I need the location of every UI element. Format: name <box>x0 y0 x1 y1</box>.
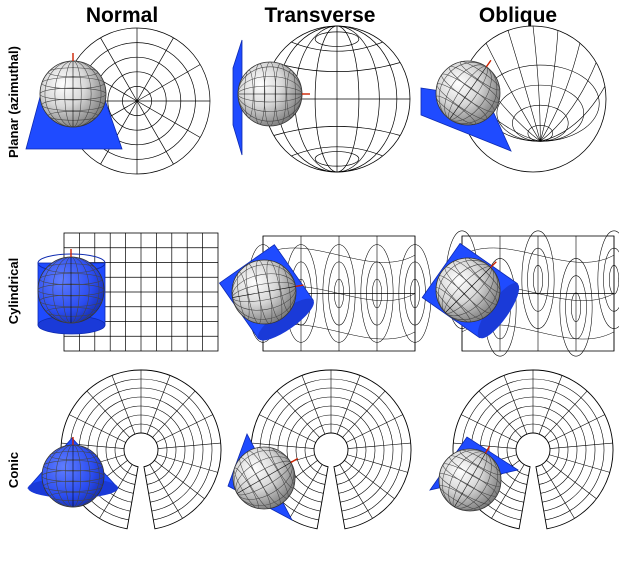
globe <box>231 259 304 325</box>
globe <box>438 445 502 512</box>
globe <box>39 53 107 128</box>
normal-cylindrical-cell <box>37 232 219 352</box>
transverse-cylindrical-cell <box>218 235 432 352</box>
globe <box>237 61 310 127</box>
column-heading-transverse: Transverse <box>264 4 376 27</box>
transverse-planar-cell <box>232 25 411 173</box>
globe <box>232 446 299 510</box>
column-heading-normal: Normal <box>85 4 159 27</box>
projection-plane <box>232 39 243 156</box>
globe <box>41 437 105 508</box>
transverse-conic-cell <box>227 369 412 530</box>
oblique-conic-cell <box>429 369 614 530</box>
globe <box>37 249 105 324</box>
globe <box>435 257 501 323</box>
oblique-planar-cell <box>420 25 607 173</box>
oblique-cylindrical-cell <box>421 230 619 357</box>
normal-conic-cell <box>27 369 222 530</box>
column-heading-oblique: Oblique <box>478 4 558 27</box>
normal-planar-cell <box>25 27 211 175</box>
globe <box>435 59 501 126</box>
